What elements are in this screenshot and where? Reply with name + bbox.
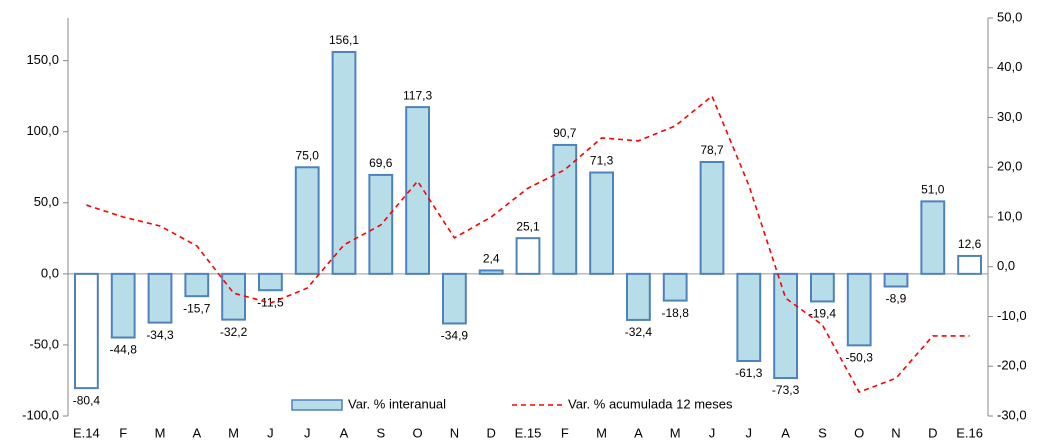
bar bbox=[257, 272, 283, 292]
x-tick-label: S bbox=[376, 425, 385, 440]
x-tick-label: J bbox=[304, 425, 311, 440]
value-label: -32,2 bbox=[220, 325, 248, 339]
y2-tick-label: 40,0 bbox=[997, 59, 1022, 74]
y2-tick-label: 10,0 bbox=[997, 208, 1022, 223]
value-label: -18,8 bbox=[662, 306, 690, 320]
x-tick-label: M bbox=[596, 425, 607, 440]
value-label: -44,8 bbox=[110, 343, 138, 357]
x-tick-label: F bbox=[561, 425, 569, 440]
y2-tick-label: -10,0 bbox=[997, 308, 1027, 323]
x-tick-label: A bbox=[634, 425, 643, 440]
value-label: 75,0 bbox=[296, 148, 320, 162]
value-label: -50,3 bbox=[846, 351, 874, 365]
x-tick-label: D bbox=[487, 425, 496, 440]
value-label: 25,1 bbox=[516, 219, 540, 233]
value-label: -73,3 bbox=[772, 383, 800, 397]
bar bbox=[441, 272, 467, 325]
bar bbox=[221, 272, 247, 321]
bar bbox=[294, 166, 320, 275]
value-label: 71,3 bbox=[590, 154, 614, 168]
y2-tick-label: -30,0 bbox=[997, 407, 1027, 422]
y2-tick-label: -20,0 bbox=[997, 358, 1027, 373]
value-label: 12,6 bbox=[958, 237, 982, 251]
y2-tick-label: 30,0 bbox=[997, 109, 1022, 124]
y-tick-label: -50,0 bbox=[29, 336, 59, 351]
y-tick-label: 150,0 bbox=[26, 52, 59, 67]
x-tick-label: O bbox=[854, 425, 864, 440]
line bbox=[86, 94, 970, 394]
value-label: -19,4 bbox=[809, 307, 837, 321]
bar bbox=[331, 50, 357, 275]
bar bbox=[589, 171, 615, 275]
y-tick-label: 0,0 bbox=[41, 265, 59, 280]
x-tick-label: O bbox=[413, 425, 423, 440]
value-label: -32,4 bbox=[625, 325, 653, 339]
bar bbox=[773, 272, 799, 380]
value-label: 69,6 bbox=[369, 156, 393, 170]
bar bbox=[552, 143, 578, 275]
bar bbox=[405, 106, 431, 275]
value-label: -34,9 bbox=[441, 329, 469, 343]
x-tick-label: F bbox=[119, 425, 127, 440]
value-label: -80,4 bbox=[73, 393, 101, 407]
bar bbox=[184, 272, 210, 298]
x-tick-label: M bbox=[228, 425, 239, 440]
x-tick-label: E.15 bbox=[515, 425, 542, 440]
x-tick-label: M bbox=[670, 425, 681, 440]
x-tick-label: A bbox=[781, 425, 790, 440]
x-tick-label: D bbox=[928, 425, 937, 440]
bar bbox=[662, 272, 688, 302]
y-tick-label: 100,0 bbox=[26, 123, 59, 138]
value-label: -61,3 bbox=[735, 366, 763, 380]
value-label: 2,4 bbox=[483, 252, 500, 266]
value-label: -34,3 bbox=[146, 328, 174, 342]
bar bbox=[957, 254, 983, 275]
value-label: 117,3 bbox=[403, 88, 432, 102]
legend-label: Var. % interanual bbox=[348, 396, 446, 411]
x-tick-label: E.14 bbox=[73, 425, 100, 440]
x-tick-label: A bbox=[192, 425, 201, 440]
bar bbox=[73, 272, 99, 390]
value-label: -15,7 bbox=[183, 301, 211, 315]
bar bbox=[920, 200, 946, 275]
x-tick-label: J bbox=[746, 425, 753, 440]
value-label: 90,7 bbox=[553, 126, 577, 140]
legend-swatch bbox=[291, 399, 343, 411]
bar bbox=[478, 269, 504, 275]
y-tick-label: 50,0 bbox=[34, 194, 59, 209]
bar bbox=[736, 272, 762, 362]
bar bbox=[699, 160, 725, 275]
x-tick-label: M bbox=[155, 425, 166, 440]
bar bbox=[147, 272, 173, 324]
value-label: 51,0 bbox=[921, 183, 945, 197]
x-tick-label: J bbox=[267, 425, 274, 440]
value-label: -8,9 bbox=[886, 292, 907, 306]
value-label: 156,1 bbox=[329, 33, 359, 47]
bar bbox=[846, 272, 872, 347]
y2-tick-label: 0,0 bbox=[997, 258, 1015, 273]
bar bbox=[809, 272, 835, 303]
x-tick-label: N bbox=[450, 425, 459, 440]
x-tick-label: A bbox=[340, 425, 349, 440]
x-tick-label: E.16 bbox=[956, 425, 983, 440]
x-tick-label: J bbox=[709, 425, 716, 440]
x-tick-label: S bbox=[818, 425, 827, 440]
bar bbox=[515, 237, 541, 275]
bar bbox=[110, 272, 136, 339]
bar bbox=[883, 272, 909, 288]
legend-label: Var. % acumulada 12 meses bbox=[568, 396, 733, 411]
x-tick-label: N bbox=[891, 425, 900, 440]
value-label: 78,7 bbox=[700, 143, 724, 157]
bar bbox=[625, 272, 651, 321]
y-tick-label: -100,0 bbox=[22, 407, 59, 422]
y2-tick-label: 50,0 bbox=[997, 9, 1022, 24]
y2-tick-label: 20,0 bbox=[997, 159, 1022, 174]
